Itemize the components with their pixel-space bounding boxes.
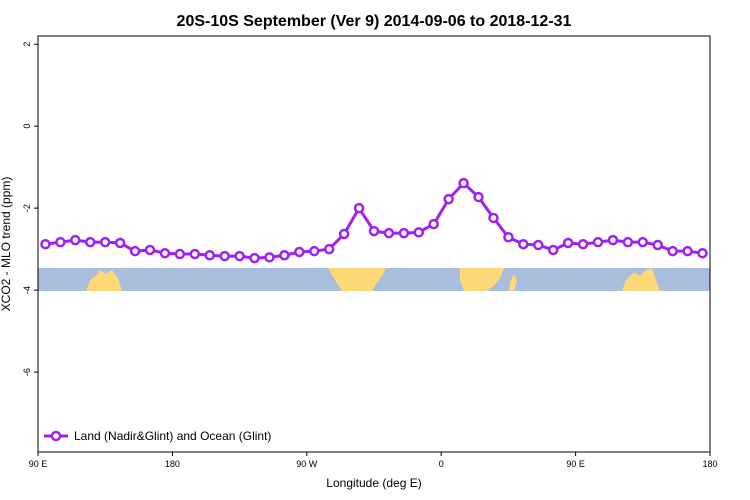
data-point [443,193,454,205]
x-tick-label: 90 E [29,459,48,469]
data-point [458,177,469,189]
data-point [533,239,544,251]
data-point [518,238,529,250]
y-tick-label: -6 [22,368,32,376]
series-line [45,181,703,260]
legend-marker [50,430,62,442]
y-tick-label: -4 [22,286,32,294]
data-point [309,245,320,257]
data-point [85,236,96,248]
data-point [607,234,619,246]
data-point [368,225,380,237]
map-strip [38,268,710,291]
data-point [70,234,81,246]
data-point [353,202,365,214]
data-point [577,238,589,250]
data-point [323,243,335,255]
data-point [129,245,141,257]
data-point [637,236,649,248]
data-point [189,248,201,260]
data-point [398,227,410,239]
y-axis-label: XCO2 - MLO trend (ppm) [0,177,13,312]
y-tick-label: 2 [22,42,32,47]
data-point [622,236,634,248]
data-point [114,237,126,249]
data-point [249,252,260,264]
data-point [294,246,305,258]
x-axis-label: Longitude (deg E) [326,476,421,490]
plot-frame [37,35,711,453]
data-point [174,248,186,260]
data-point [488,212,499,224]
x-tick-label: 180 [165,459,180,469]
x-tick-label: 90 E [566,459,585,469]
data-point [55,236,66,248]
data-point [383,227,395,239]
data-point [592,236,604,248]
data-point [159,247,171,259]
data-point [219,250,230,262]
x-tick-label: 180 [702,459,717,469]
data-point [279,250,290,261]
y-tick-label: 0 [22,124,32,129]
x-tick-label: 0 [439,459,444,469]
data-point [204,250,215,261]
data-point [503,231,514,243]
data-point [562,237,574,249]
legend-label: Land (Nadir&Glint) and Ocean (Glint) [74,429,271,443]
data-point [264,252,275,263]
data-point [144,244,156,256]
data-point [682,245,693,257]
y-tick-label: -2 [22,204,32,212]
data-point [234,250,245,262]
data-point [338,228,350,240]
x-tick-label: 90 W [296,459,318,469]
data-point [428,218,439,230]
data-point [40,238,51,250]
data-point [547,244,559,256]
data-point [99,236,111,248]
data-point [667,245,678,257]
data-point [473,191,484,203]
data-point [652,239,663,251]
data-point [697,247,708,259]
chart-title: 20S-10S September (Ver 9) 2014-09-06 to … [177,13,572,30]
data-point [413,227,425,238]
